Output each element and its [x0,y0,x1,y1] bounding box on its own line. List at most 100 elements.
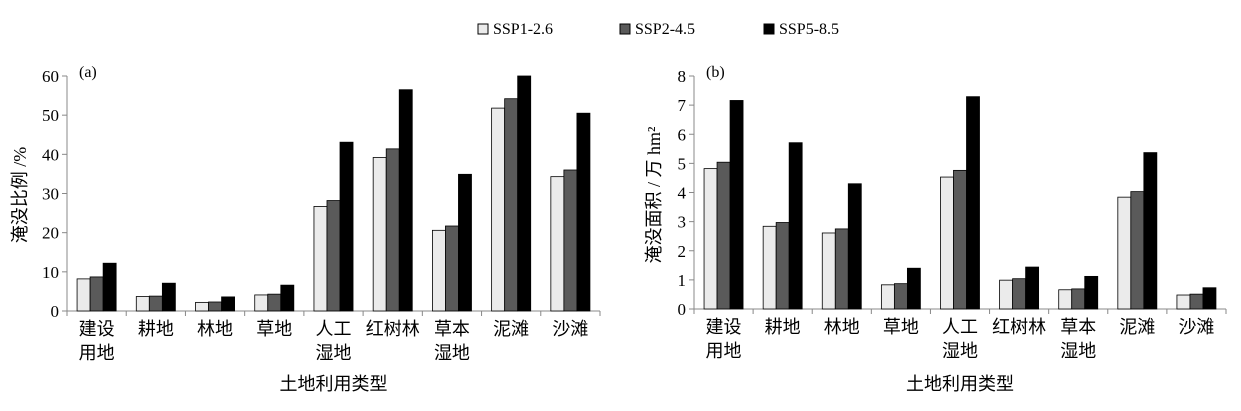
bar-ssp2-4.5 [504,98,519,312]
y-tick-label: 1 [678,271,687,290]
x-tick-label: 林地 [197,319,233,339]
bar-ssp2-4.5 [267,293,282,312]
x-tick-label: 沙滩 [1178,317,1214,337]
bar-ssp1-2.6 [313,206,328,312]
y-tick-label: 8 [678,67,687,86]
bar-ssp2-4.5 [775,222,790,310]
bar-ssp5-8.5 [906,267,921,310]
bar-ssp5-8.5 [398,89,413,312]
x-tick-label: 用地 [706,341,742,361]
bar-ssp1-2.6 [762,225,777,310]
x-tick-label: 林地 [824,317,860,337]
x-axis-label: 土地利用类型 [906,374,1014,394]
y-tick-label: 3 [678,213,687,232]
panel-label: (b) [706,64,725,81]
bar-ssp5-8.5 [847,183,862,310]
y-tick-label: 20 [42,224,59,243]
y-tick-label: 0 [51,302,60,321]
y-tick-label: 5 [678,154,687,173]
bar-ssp2-4.5 [834,228,849,310]
bar-ssp1-2.6 [880,284,895,310]
bar-ssp1-2.6 [491,107,506,312]
x-tick-label: 用地 [79,343,115,363]
bar-ssp1-2.6 [1058,289,1073,310]
bar-ssp1-2.6 [703,168,718,310]
bar-ssp2-4.5 [716,161,731,310]
panel-label: (a) [79,64,97,81]
bar-ssp1-2.6 [999,279,1014,310]
x-tick-label: 草地 [256,319,292,339]
bar-ssp2-4.5 [1130,191,1145,310]
bar-ssp5-8.5 [1025,266,1040,310]
legend: SSP1-2.6 SSP2-4.5 SSP5-8.5 [477,21,839,38]
bar-ssp5-8.5 [102,262,117,312]
x-tick-label: 湿地 [1060,341,1096,361]
bar-ssp5-8.5 [729,100,744,310]
x-tick-label: 湿地 [316,343,352,363]
bar-ssp1-2.6 [1117,196,1132,310]
x-tick-label: 红树林 [992,317,1046,337]
legend-label: SSP1-2.6 [493,21,553,38]
y-tick-label: 2 [678,242,687,261]
bar-ssp1-2.6 [1176,294,1191,310]
bar-ssp5-8.5 [161,282,176,312]
y-axis-label: 淹没面积 / 万 hm² [644,127,664,264]
bar-ssp5-8.5 [966,96,980,310]
bar-ssp2-4.5 [563,169,578,312]
bar-ssp5-8.5 [339,141,354,312]
bar-ssp2-4.5 [1012,278,1027,310]
bar-ssp5-8.5 [280,284,295,312]
x-tick-label: 建设 [706,317,742,337]
bar-ssp5-8.5 [517,75,532,312]
x-tick-label: 草地 [883,317,919,337]
legend-label: SSP2-4.5 [635,21,695,38]
y-tick-label: 4 [678,184,687,203]
legend-label: SSP5-8.5 [779,21,839,38]
bar-ssp5-8.5 [1202,287,1217,310]
bar-ssp2-4.5 [953,169,967,310]
bar-ssp5-8.5 [1143,152,1158,310]
bar-ssp2-4.5 [148,295,163,312]
bar-ssp2-4.5 [326,200,341,312]
x-tick-label: 湿地 [434,343,470,363]
bar-ssp1-2.6 [135,296,150,312]
bar-ssp1-2.6 [76,278,91,312]
x-tick-label: 建设 [79,319,115,339]
x-tick-label: 耕地 [765,317,801,337]
bar-ssp1-2.6 [550,176,565,312]
bar-ssp1-2.6 [254,294,269,312]
y-tick-label: 6 [678,125,687,144]
bar-ssp2-4.5 [89,276,104,312]
x-tick-label: 人工 [316,319,352,339]
x-tick-label: 草本 [434,319,470,339]
x-tick-label: 沙滩 [552,319,588,339]
bar-ssp2-4.5 [208,301,222,312]
legend-swatch [477,23,489,35]
bar-ssp2-4.5 [385,148,400,312]
bar-ssp1-2.6 [195,301,209,312]
y-tick-label: 50 [42,106,59,125]
bar-ssp5-8.5 [788,142,803,310]
x-tick-label: 草本 [1060,317,1096,337]
bar-ssp5-8.5 [458,173,472,312]
y-tick-label: 40 [42,145,59,164]
bar-ssp1-2.6 [821,232,836,310]
bar-ssp1-2.6 [940,176,954,310]
bar-ssp2-4.5 [1189,293,1204,310]
bar-ssp5-8.5 [576,112,591,312]
x-tick-label: 湿地 [942,341,978,361]
x-axis-label: 土地利用类型 [280,374,388,394]
x-tick-label: 耕地 [138,319,174,339]
x-tick-label: 泥滩 [493,319,529,339]
bar-ssp1-2.6 [372,157,387,312]
y-tick-label: 0 [678,300,687,319]
legend-swatch [619,23,631,35]
y-tick-label: 7 [678,96,687,115]
y-tick-label: 30 [42,185,59,204]
bar-ssp2-4.5 [893,283,908,310]
y-tick-label: 60 [42,67,59,86]
y-tick-label: 10 [42,263,59,282]
